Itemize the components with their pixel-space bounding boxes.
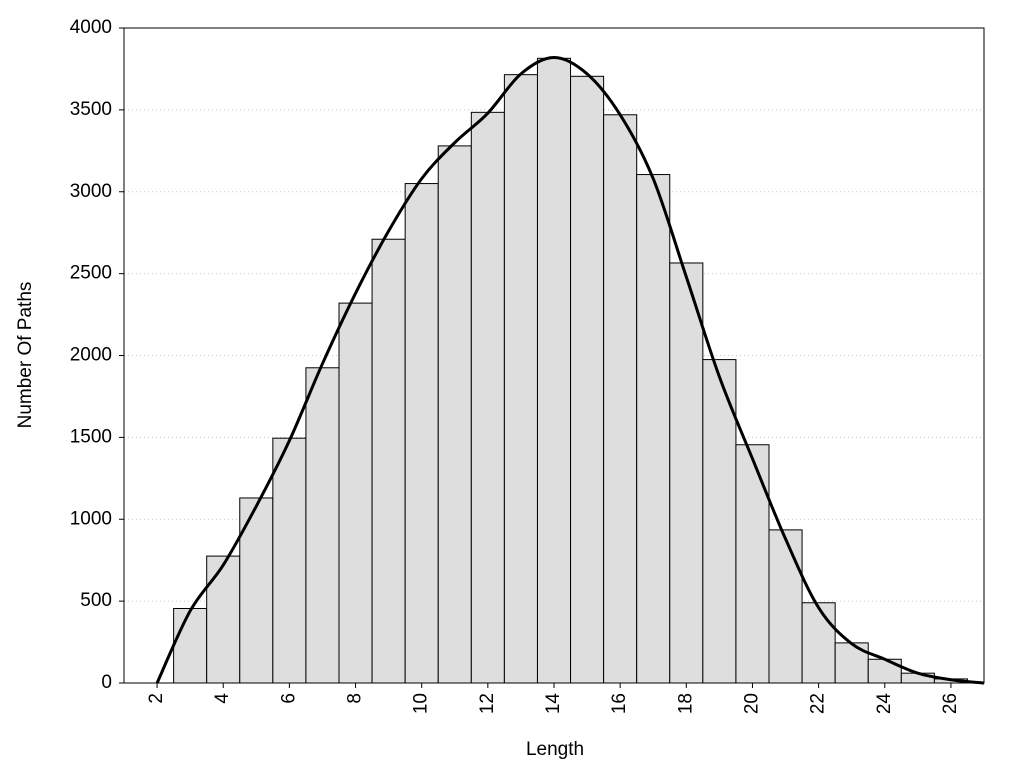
bar bbox=[206, 555, 241, 684]
x-tick-label: 6 bbox=[278, 693, 299, 704]
x-tick-label: 2 bbox=[146, 693, 167, 704]
bar bbox=[536, 57, 572, 684]
bar bbox=[570, 75, 605, 684]
bar bbox=[371, 238, 406, 684]
bar bbox=[338, 302, 373, 684]
y-tick-label: 3500 bbox=[70, 99, 112, 120]
y-tick-label: 3000 bbox=[70, 181, 112, 202]
bar bbox=[702, 359, 737, 684]
x-tick-label: 24 bbox=[874, 693, 895, 715]
x-tick-label: 22 bbox=[808, 693, 829, 714]
plot-frame bbox=[123, 27, 985, 684]
x-tick-label: 4 bbox=[212, 693, 233, 704]
bar bbox=[603, 114, 638, 684]
bar bbox=[404, 183, 439, 684]
y-axis-label: Number Of Paths bbox=[15, 282, 36, 429]
x-tick-label: 26 bbox=[940, 693, 961, 714]
y-tick-label: 1000 bbox=[70, 508, 112, 529]
bar bbox=[272, 437, 307, 684]
bar bbox=[801, 602, 836, 684]
bar bbox=[735, 444, 770, 684]
y-tick-label: 500 bbox=[80, 590, 112, 611]
bar bbox=[669, 262, 704, 684]
bar bbox=[834, 642, 869, 684]
y-tick-label: 0 bbox=[101, 672, 112, 693]
bar bbox=[503, 74, 538, 684]
bar bbox=[470, 111, 505, 684]
x-tick-label: 14 bbox=[543, 693, 564, 715]
y-tick-label: 2500 bbox=[70, 263, 112, 284]
bar bbox=[305, 367, 340, 684]
bar bbox=[867, 658, 902, 684]
x-tick-label: 20 bbox=[741, 693, 762, 714]
y-tick-label: 4000 bbox=[70, 17, 112, 38]
x-axis-label: Length bbox=[526, 739, 584, 760]
y-tick-label: 1500 bbox=[70, 426, 112, 447]
bar bbox=[173, 607, 208, 684]
x-tick-label: 12 bbox=[477, 693, 498, 714]
y-tick-label: 2000 bbox=[70, 345, 112, 366]
x-tick-label: 18 bbox=[675, 693, 696, 714]
x-tick-label: 16 bbox=[609, 693, 630, 714]
x-tick-label: 8 bbox=[345, 693, 366, 704]
bar bbox=[636, 174, 671, 684]
bar bbox=[437, 145, 472, 684]
bar bbox=[768, 529, 803, 684]
density-line bbox=[155, 55, 985, 685]
x-tick-label: 10 bbox=[411, 693, 432, 714]
